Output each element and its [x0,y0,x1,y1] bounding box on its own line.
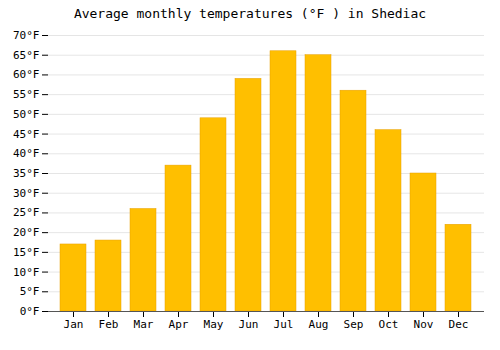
svg-text:Jan: Jan [64,318,84,331]
svg-text:55°F: 55°F [13,88,40,101]
svg-text:20°F: 20°F [13,226,40,239]
svg-text:50°F: 50°F [13,108,40,121]
svg-text:Apr: Apr [169,318,189,331]
html-text:Average monthly temperatures (: Average monthly temperatures (°F ) in Sh… [73,6,427,21]
svg-text:35°F: 35°F [13,167,40,180]
svg-text:60°F: 60°F [13,68,40,81]
svg-text:Mar: Mar [134,318,154,331]
svg-text:45°F: 45°F [13,128,40,141]
svg-text:40°F: 40°F [13,147,40,160]
svg-text:Dec: Dec [449,318,469,331]
svg-text:15°F: 15°F [13,246,40,259]
svg-text:25°F: 25°F [13,206,40,219]
svg-text:Sep: Sep [344,318,364,331]
svg-text:30°F: 30°F [13,187,40,200]
svg-text:Feb: Feb [99,318,119,331]
svg-text:70°F: 70°F [13,29,40,42]
svg-text:0°F: 0°F [20,305,40,318]
svg-text:10°F: 10°F [13,266,40,279]
svg-text:65°F: 65°F [13,49,40,62]
svg-text:5°F: 5°F [20,285,40,298]
svg-text:Jul: Jul [274,318,294,331]
svg-text:Aug: Aug [309,318,329,331]
svg-text:May: May [204,318,224,331]
svg-text:Oct: Oct [379,318,399,331]
svg-text:Jun: Jun [239,318,259,331]
svg-text:Nov: Nov [414,318,434,331]
